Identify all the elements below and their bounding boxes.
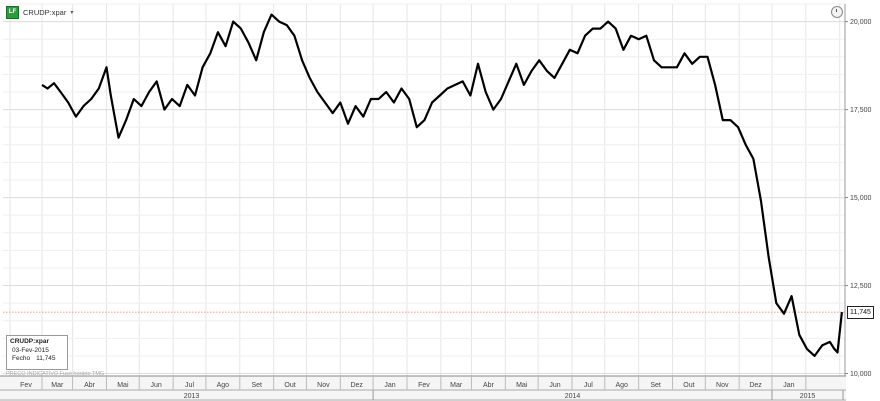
y-tick-label: 20,000	[850, 19, 872, 26]
x-tick-label-month: Ago	[615, 382, 628, 389]
clock-icon[interactable]	[831, 6, 843, 18]
x-tick-label-month: Mar	[450, 382, 463, 389]
x-tick-label-month: Abr	[483, 382, 495, 389]
x-tick-label-month: Jul	[584, 382, 593, 389]
x-tick-label-month: Ago	[217, 382, 230, 389]
info-box-title: CRUDP:xpar	[10, 338, 50, 345]
x-tick-label-month: Mai	[516, 382, 528, 389]
ticker-title[interactable]: CRUDP:xpar	[23, 7, 67, 17]
y-axis-ticks: 10,000 12,500 15,000 17,500 20,000	[845, 19, 872, 378]
x-tick-label-year: 2014	[565, 393, 581, 400]
x-tick-label-month: Out	[284, 382, 295, 389]
x-tick-label-month: Nov	[317, 382, 330, 389]
chart-header[interactable]: LF CRUDP:xpar ▾	[6, 5, 73, 19]
y-tick-label: 12,500	[850, 283, 872, 290]
x-tick-label-month: Dez	[749, 382, 762, 389]
x-tick-label-month: Set	[251, 382, 262, 389]
info-box-close-row: Fecho 11,745	[10, 355, 64, 364]
terminal-logo-icon: LF	[6, 5, 19, 19]
x-tick-label-year: 2015	[800, 393, 816, 400]
x-tick-label-month: Abr	[84, 382, 96, 389]
info-box-date: 03-Fev-2015	[12, 346, 49, 354]
info-box-close-label: Fecho	[12, 355, 31, 362]
x-tick-label-year: 2013	[184, 393, 200, 400]
info-box: CRUDP:xpar 03-Fev-2015 Fecho 11,745	[6, 335, 68, 370]
chart-grid	[3, 3, 845, 376]
x-tick-label-month: Dez	[350, 382, 363, 389]
x-tick-label-month: Out	[683, 382, 694, 389]
info-box-date-row: 03-Fev-2015	[10, 347, 64, 356]
x-tick-label-month: Mai	[117, 382, 129, 389]
x-tick-label-month: Jan	[783, 382, 794, 389]
x-tick-label-month: Jan	[384, 382, 395, 389]
chevron-down-icon[interactable]: ▾	[70, 9, 74, 16]
x-tick-label-month: Mar	[51, 382, 64, 389]
x-tick-label-month: Fev	[418, 382, 430, 389]
y-tick-label: 17,500	[850, 107, 872, 114]
x-tick-label-month: Jun	[549, 382, 560, 389]
x-tick-label-month: Jul	[185, 382, 194, 389]
x-tick-label-month: Fev	[20, 382, 32, 389]
x-tick-label-month: Nov	[716, 382, 729, 389]
info-box-close-value: 11,745	[36, 355, 56, 362]
series-line-crudp	[41, 13, 843, 357]
x-tick-label-month: Set	[650, 382, 661, 389]
last-value-label: 11,745	[847, 306, 874, 320]
x-tick-label-month: Jun	[151, 382, 162, 389]
y-tick-label: 15,000	[850, 195, 872, 202]
x-axis: Fev Mar Abr Mai Jun Jul Ago Set Out Nov Dez Jan Fev M…	[0, 375, 846, 401]
y-tick-label: 10,000	[850, 371, 872, 378]
footnote: PREÇO INDICATIVO Fuso horário TMG	[6, 371, 105, 377]
